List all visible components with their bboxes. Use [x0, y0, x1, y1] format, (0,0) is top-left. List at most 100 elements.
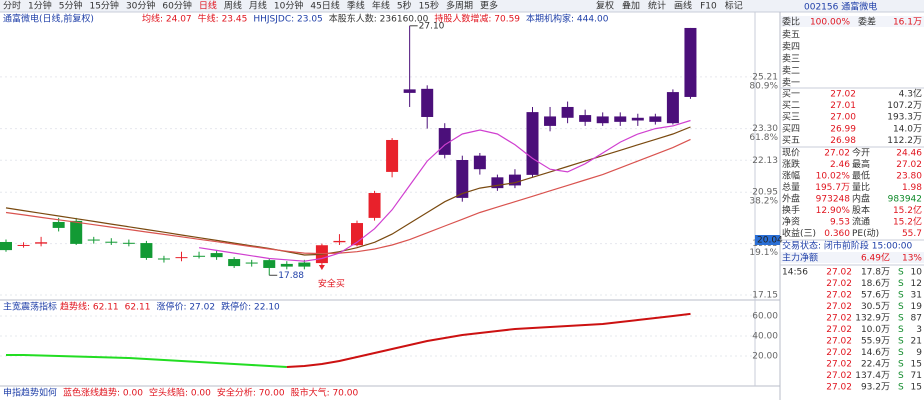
- stat-label: 换手: [782, 204, 800, 216]
- bid-label: 买五: [782, 135, 800, 146]
- candle-body: [228, 259, 241, 267]
- tick-volume: 14.6万: [861, 348, 890, 358]
- candle-body: [596, 116, 609, 124]
- indicator-value: 本期机构家: 444.00: [526, 13, 609, 25]
- period-button[interactable]: 15分钟: [89, 0, 118, 12]
- signal-arrow: [318, 265, 325, 270]
- period-button[interactable]: 60分钟: [162, 0, 191, 12]
- stat-value: 10.02%: [816, 172, 851, 182]
- y-tick-label: 40.00: [752, 332, 778, 342]
- tick-side: S: [898, 279, 904, 289]
- tick-price: 27.02: [826, 325, 852, 335]
- label: 委差: [858, 16, 876, 28]
- period-button[interactable]: 月线: [249, 0, 267, 12]
- tick-price: 27.02: [826, 360, 852, 370]
- tick-volume: 10.0万: [861, 325, 890, 335]
- candle-body: [684, 27, 697, 97]
- candle-body: [0, 241, 12, 251]
- tick-volume: 93.2万: [861, 383, 890, 393]
- tick-count: 21: [911, 337, 922, 347]
- stat-label: 内盘: [852, 193, 870, 205]
- fib-label: 38.2%: [749, 197, 778, 207]
- candle-body: [70, 220, 83, 244]
- tool-button[interactable]: 统计: [648, 0, 666, 12]
- candle-body: [544, 116, 557, 126]
- candle-body: [421, 88, 434, 117]
- ask-label: 卖二: [782, 66, 800, 77]
- tick-side: S: [898, 383, 904, 393]
- candle-body: [140, 243, 153, 258]
- period-button[interactable]: 年线: [372, 0, 390, 12]
- net-bg: [781, 252, 924, 263]
- footer-item: 空头线陷: 0.00: [149, 387, 211, 399]
- candle-body: [35, 242, 48, 244]
- footer-item: 蓝色涨线趋势: 0.00: [63, 387, 143, 399]
- sub-indicator: 趋势线: 62.11: [60, 301, 119, 313]
- stat-value: 15.2亿: [893, 204, 922, 216]
- candle-body: [17, 244, 30, 246]
- tool-button[interactable]: F10: [700, 2, 717, 12]
- period-button[interactable]: 多周期: [446, 0, 473, 12]
- indicator-value: 本股东人数: 236160.00: [329, 13, 429, 25]
- candle-body: [52, 221, 65, 228]
- candle-body: [614, 116, 627, 122]
- tool-button[interactable]: 标记: [725, 0, 743, 12]
- tick-count: 31: [911, 291, 922, 301]
- period-button[interactable]: 10分钟: [274, 0, 303, 12]
- stat-value: 0.360: [824, 229, 850, 239]
- period-button[interactable]: 45日线: [310, 0, 339, 12]
- stat-label: 最高: [852, 158, 870, 170]
- candle-body: [403, 89, 416, 93]
- period-button[interactable]: 30分钟: [126, 0, 155, 12]
- y-tick-label: 25.21: [752, 72, 778, 82]
- candle-body: [87, 239, 100, 241]
- indicator-value: HHJSJDC: 23.05: [253, 15, 322, 25]
- tool-button[interactable]: 画线: [674, 0, 692, 12]
- bid-price: 27.01: [830, 101, 856, 111]
- tick-count: 19: [911, 302, 923, 312]
- period-button[interactable]: 15秒: [419, 0, 439, 12]
- stat-label: PE(动): [852, 228, 879, 239]
- tick-count: 9: [916, 348, 922, 358]
- value: 16.1万: [893, 18, 922, 28]
- period-button[interactable]: 5秒: [397, 0, 412, 12]
- footer-item: 申指趋势如何: [3, 387, 57, 399]
- period-button[interactable]: 周线: [224, 0, 242, 12]
- bid-price: 27.00: [830, 113, 856, 123]
- tool-button[interactable]: 复权: [596, 0, 614, 12]
- period-button[interactable]: 5分钟: [59, 0, 83, 12]
- y-tick-label: 23.30: [752, 124, 778, 134]
- stat-value: 15.2亿: [893, 216, 922, 228]
- tick-price: 27.02: [826, 337, 852, 347]
- stat-label: 现价: [782, 148, 800, 159]
- period-button[interactable]: 更多: [480, 0, 498, 12]
- tick-volume: 57.6万: [861, 291, 890, 301]
- footer-item: 安全分析: 70.00: [217, 387, 285, 399]
- sub-indicator: 涨停价: 27.02: [156, 301, 215, 313]
- tick-count: 15: [911, 360, 922, 370]
- candle-body: [561, 106, 574, 118]
- stat-label: 股本: [852, 204, 870, 216]
- stat-value: 973248: [816, 195, 851, 205]
- period-button[interactable]: 日线: [199, 0, 217, 12]
- tick-side: S: [898, 291, 904, 301]
- tick-side: S: [898, 268, 904, 278]
- tick-count: 87: [911, 314, 922, 324]
- tool-button[interactable]: 叠加: [622, 1, 640, 12]
- tick-volume: 22.4万: [861, 360, 890, 370]
- bid-volume: 4.3亿: [899, 88, 922, 100]
- bid-label: 买二: [782, 100, 800, 111]
- axis-marker-bg: [755, 235, 780, 245]
- tick-side: S: [898, 314, 904, 324]
- stat-value: 24.46: [896, 149, 922, 159]
- period-button[interactable]: 1分钟: [28, 0, 52, 12]
- candle-body: [456, 160, 469, 198]
- stat-label: 总量: [782, 181, 800, 193]
- indicator-line: [6, 354, 287, 368]
- candle-body: [175, 257, 188, 259]
- period-button[interactable]: 季线: [347, 0, 365, 12]
- period-button[interactable]: 分时: [3, 0, 21, 12]
- stat-label: 最低: [852, 170, 870, 182]
- label: 主力净额: [782, 252, 818, 264]
- bid-label: 买三: [782, 112, 800, 123]
